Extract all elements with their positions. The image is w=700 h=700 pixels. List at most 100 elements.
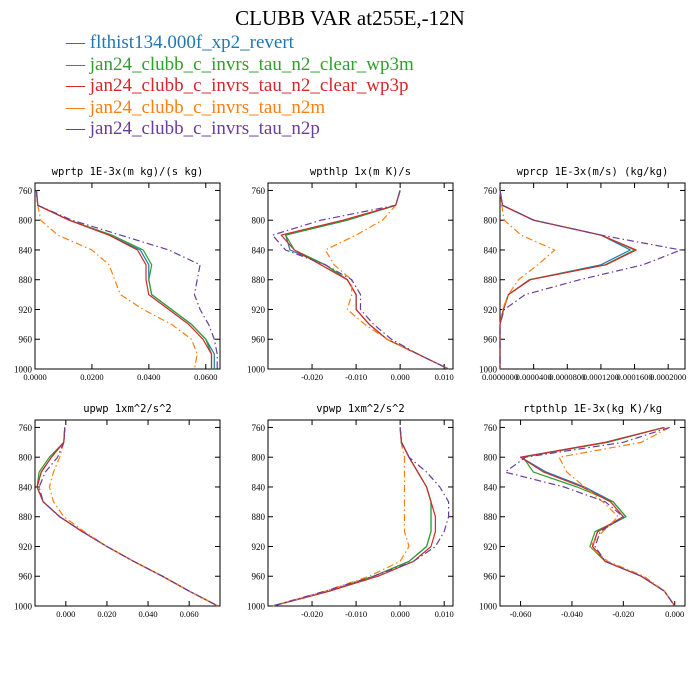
panel-3-xtick-label-5: 0.0001600	[616, 372, 652, 382]
panel-3-title: wprcp 1E-3x(m/s) (kg/kg)	[517, 166, 669, 178]
panel-2-ytick-label-7: 1000	[247, 365, 266, 375]
panel-3-ytick-label-1: 760	[484, 186, 498, 196]
panel-1-ytick-label-4: 880	[19, 275, 33, 285]
panel-3-ytick-label-3: 840	[484, 245, 498, 255]
panel-1-xtick-label-4: 0.0600	[194, 372, 217, 382]
panel-2-xtick-label-4: 0.010	[435, 372, 454, 382]
panel-3-series-4-line	[499, 190, 556, 369]
panel-5-ytick-label-5: 920	[252, 542, 266, 552]
panel-2-xtick-label-3: 0.000	[391, 372, 410, 382]
panel-2-series-5-line	[271, 190, 449, 370]
panel-6-xtick-label-1: -0.060	[510, 609, 532, 619]
panel-3-ytick-label-4: 880	[484, 275, 498, 285]
legend-item-3: — jan24_clubb_c_invrs_tau_n2_clear_wp3p	[66, 75, 409, 96]
panel-4-ytick-label-1: 760	[19, 423, 33, 433]
panel-4-ytick-label-3: 840	[19, 482, 33, 492]
panel-1-series-4-line	[35, 190, 198, 370]
panel-3-xtick-label-6: 0.0002000	[650, 372, 686, 382]
legend: — flthist134.000f_xp2_revert — jan24_clu…	[66, 32, 414, 140]
panel-3-ytick-label-6: 960	[484, 335, 498, 345]
panel-1-ytick-label-7: 1000	[14, 365, 33, 375]
panel-2-series-3-line	[280, 190, 449, 370]
panel-4-series-5-line	[38, 427, 219, 607]
panel-4-ytick-label-2: 800	[19, 453, 33, 463]
panel-5-xtick-label-4: 0.010	[435, 609, 454, 619]
panel-6-xtick-label-4: 0.000	[665, 609, 684, 619]
panel-4-ytick-label-7: 1000	[14, 602, 33, 612]
panel-1-series-5-line	[35, 190, 218, 369]
panel-4-xtick-label-3: 0.040	[138, 609, 157, 619]
panel-2-series-4-line	[324, 190, 449, 370]
panel-5-xtick-label-1: -0.020	[301, 609, 323, 619]
panel-2-series-2-line	[285, 190, 449, 370]
legend-item-2: — jan24_clubb_c_invrs_tau_n2_clear_wp3m	[66, 53, 414, 75]
panel-5-series-3-line	[272, 427, 436, 607]
panel-1-xtick-label-3: 0.0400	[137, 372, 160, 382]
panel-1-xtick-label-1: 0.0000	[23, 372, 46, 382]
panel-3-series-2-line	[499, 190, 636, 369]
panel-2-xtick-label-2: -0.010	[345, 372, 367, 382]
panel-1-ytick-label-1: 760	[19, 186, 33, 196]
panel-5-series-4-line	[272, 427, 410, 607]
panel-6-title: rtpthlp 1E-3x(kg K)/kg	[523, 403, 662, 415]
panel-3-ytick-label-7: 1000	[479, 365, 498, 375]
panel-6-frame	[499, 419, 686, 607]
panel-3-xtick-label-2: 0.0000400	[516, 372, 552, 382]
panel-3-series-5-line	[499, 190, 682, 369]
panel-5-title: vpwp 1xm^2/s^2	[316, 403, 405, 415]
panel-4-series-1-line	[36, 427, 219, 607]
panel-4-series-3-line	[36, 427, 219, 607]
panel-5-ytick-label-3: 840	[252, 482, 266, 492]
panel-1-ytick-label-2: 800	[19, 216, 33, 226]
panel-5-ytick-label-6: 960	[252, 572, 266, 582]
panel-2-ytick-label-2: 800	[252, 216, 266, 226]
panel-6-ytick-label-1: 760	[484, 423, 498, 433]
panel-4-xtick-label-2: 0.020	[97, 609, 116, 619]
panel-1-ytick-label-5: 920	[19, 305, 33, 315]
panel-6-xtick-label-3: -0.020	[612, 609, 634, 619]
panel-5-ytick-label-4: 880	[252, 512, 266, 522]
panel-6-series-1-line	[519, 426, 676, 607]
panel-4-title: upwp 1xm^2/s^2	[83, 403, 172, 415]
panel-5-ytick-label-1: 760	[252, 423, 266, 433]
legend-item-4: — jan24_clubb_c_invrs_tau_n2m	[66, 96, 326, 118]
panel-2-ytick-label-6: 960	[252, 335, 266, 345]
legend-item-5: — jan24_clubb_c_invrs_tau_n2p	[66, 118, 320, 139]
panel-3-series-1-line	[499, 190, 631, 369]
legend-item-1: — flthist134.000f_xp2_revert	[66, 32, 294, 53]
panel-3-ytick-label-5: 920	[484, 305, 498, 315]
panel-4-ytick-label-4: 880	[19, 512, 33, 522]
panel-3-xtick-label-4: 0.0001200	[583, 372, 619, 382]
panel-5-xtick-label-3: 0.000	[391, 609, 410, 619]
panel-4-xtick-label-4: 0.060	[180, 609, 199, 619]
panel-6-ytick-label-5: 920	[484, 542, 498, 552]
panel-1-xtick-label-2: 0.0200	[80, 372, 103, 382]
panel-2-xtick-label-1: -0.020	[301, 372, 323, 382]
panel-6-series-5-line	[504, 426, 676, 607]
panel-2-ytick-label-5: 920	[252, 305, 266, 315]
panel-2-title: wpthlp 1x(m K)/s	[310, 166, 411, 178]
panel-5-series-5-line	[272, 427, 450, 607]
panel-4-ytick-label-6: 960	[19, 572, 33, 582]
panel-1-ytick-label-6: 960	[19, 335, 33, 345]
figure-title: CLUBB VAR at255E,-12N	[235, 6, 465, 30]
panel-6-ytick-label-2: 800	[484, 453, 498, 463]
panel-3-xtick-label-1: 0.0000000	[482, 372, 518, 382]
panel-1-ytick-label-3: 840	[19, 245, 33, 255]
panel-5-ytick-label-7: 1000	[247, 602, 266, 612]
panel-5-xtick-label-2: -0.010	[345, 609, 367, 619]
panel-4-series-2-line	[36, 427, 219, 607]
panel-4-frame	[34, 419, 221, 607]
panel-6-ytick-label-6: 960	[484, 572, 498, 582]
panel-3-ytick-label-2: 800	[484, 216, 498, 226]
panel-4-series-4-line	[48, 427, 219, 607]
panel-6-xtick-label-2: -0.040	[561, 609, 583, 619]
panel-4-xtick-label-1: 0.000	[56, 609, 75, 619]
panel-4-ytick-label-5: 920	[19, 542, 33, 552]
panel-2-frame	[267, 182, 454, 370]
panel-1-frame	[34, 182, 221, 370]
panel-5-frame	[267, 419, 454, 607]
panel-2-ytick-label-3: 840	[252, 245, 266, 255]
panel-5-ytick-label-2: 800	[252, 453, 266, 463]
panel-3-frame	[499, 182, 686, 370]
